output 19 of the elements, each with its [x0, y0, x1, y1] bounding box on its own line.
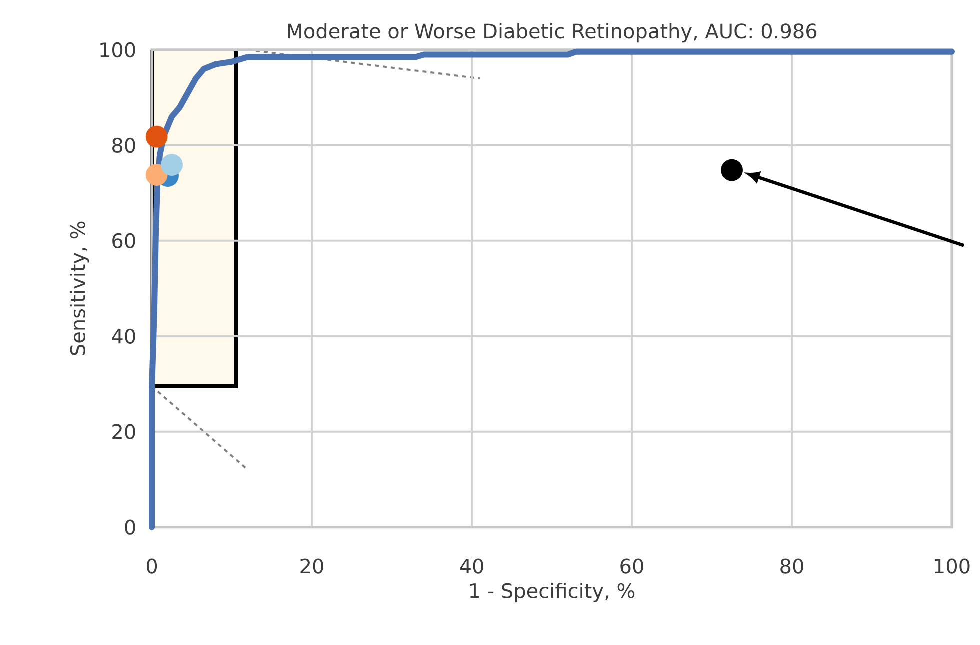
y-tick-label: 20 [112, 424, 136, 440]
point [146, 164, 168, 186]
x-axis-title: 1 - Specificity, % [470, 583, 635, 603]
x-tick-label: 80 [780, 558, 804, 574]
x-tick-label: 40 [460, 558, 484, 574]
point [721, 160, 743, 182]
y-tick-label: 0 [125, 520, 136, 536]
y-tick-label: 40 [112, 328, 136, 344]
x-tick-label: 20 [300, 558, 324, 574]
y-tick-label: 60 [112, 234, 136, 249]
y-tick-label: 80 [112, 138, 136, 154]
y-axis-title: Sensitivity, % [70, 222, 90, 356]
point [146, 126, 168, 148]
x-tick-label: 0 [146, 558, 158, 574]
chart-title: Moderate or Worse Diabetic Retinopathy, AUC: 0.986 [288, 23, 817, 43]
x-tick-label: 100 [935, 558, 970, 574]
y-tick-label: 100 [100, 42, 136, 58]
x-tick-label: 60 [620, 558, 644, 574]
point [161, 154, 183, 176]
